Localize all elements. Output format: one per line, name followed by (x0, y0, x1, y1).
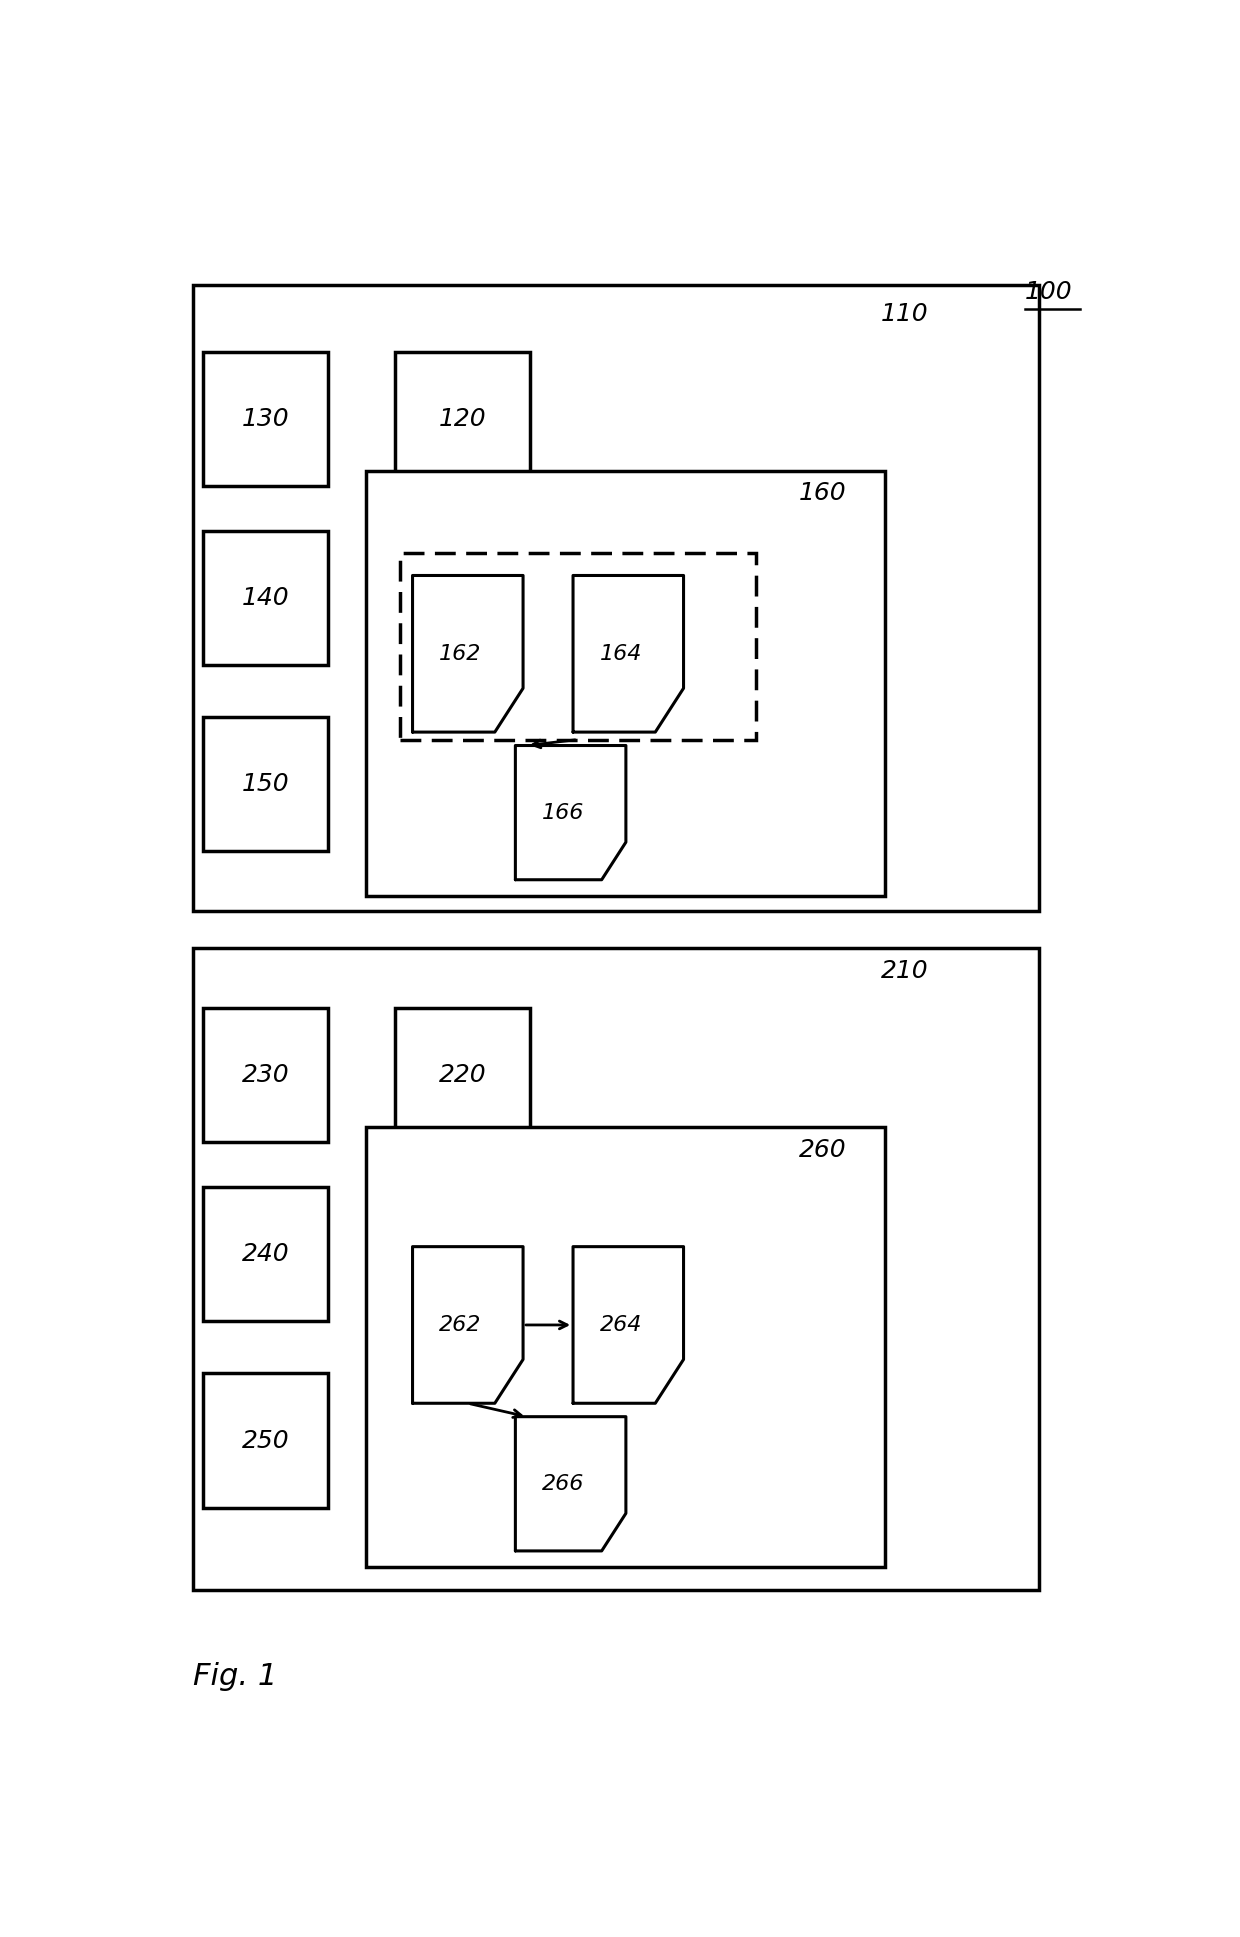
Text: 230: 230 (242, 1063, 289, 1087)
Bar (193, 949, 1039, 1590)
Bar (203, 353, 327, 486)
Text: 210: 210 (880, 959, 929, 982)
Bar (203, 531, 327, 664)
Polygon shape (413, 575, 523, 732)
Bar (203, 1187, 327, 1321)
Polygon shape (516, 1416, 626, 1552)
Bar (396, 1007, 529, 1143)
Text: 140: 140 (242, 585, 289, 610)
Text: 166: 166 (542, 802, 584, 823)
Bar (203, 1007, 327, 1143)
Text: 250: 250 (242, 1430, 289, 1453)
Polygon shape (573, 575, 683, 732)
Text: 164: 164 (599, 643, 642, 664)
Bar (396, 353, 529, 486)
Text: 266: 266 (542, 1474, 584, 1493)
Bar (203, 1373, 327, 1507)
Polygon shape (573, 1247, 683, 1402)
Text: 264: 264 (599, 1315, 642, 1335)
Text: Fig. 1: Fig. 1 (193, 1662, 278, 1691)
Text: 220: 220 (439, 1063, 486, 1087)
Text: 240: 240 (242, 1242, 289, 1267)
Bar (401, 554, 755, 740)
Polygon shape (516, 746, 626, 879)
Text: 260: 260 (799, 1137, 847, 1162)
Bar (367, 471, 885, 897)
Text: 110: 110 (880, 302, 929, 327)
Polygon shape (413, 1247, 523, 1402)
Text: 262: 262 (439, 1315, 481, 1335)
Bar (203, 717, 327, 852)
Text: 100: 100 (1024, 281, 1073, 304)
Text: 160: 160 (799, 482, 847, 506)
Text: 150: 150 (242, 773, 289, 796)
Bar (193, 285, 1039, 910)
Text: 162: 162 (439, 643, 481, 664)
Text: 120: 120 (439, 407, 486, 430)
Bar (367, 1127, 885, 1567)
Text: 130: 130 (242, 407, 289, 430)
